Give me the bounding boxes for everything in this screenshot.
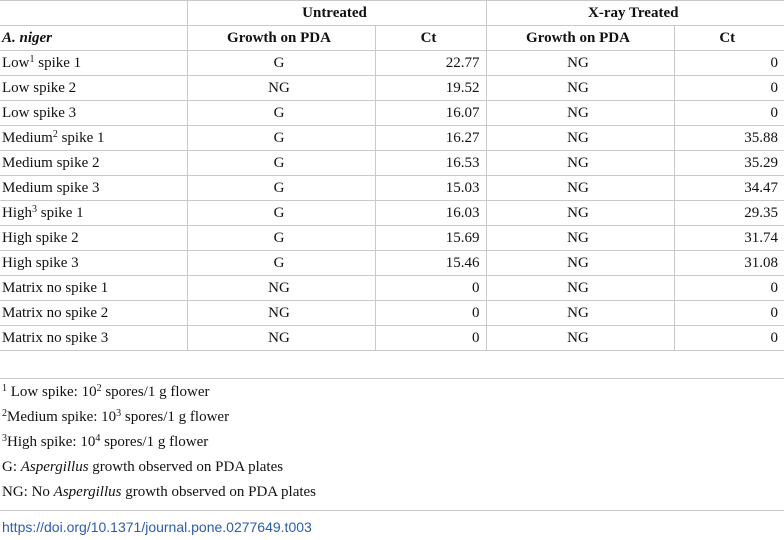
table-bottom-rule: [0, 378, 784, 379]
xray-growth-cell: NG: [485, 325, 674, 351]
footnote-medium-spike: 2Medium spike: 103 spores/1 g flower: [2, 408, 230, 426]
sample-label-cell: High spike 3: [0, 250, 187, 276]
xray-growth-cell: NG: [485, 175, 674, 201]
footnote-no-growth: NG: No Aspergillus growth observed on PD…: [2, 484, 317, 500]
footnotes: 1 Low spike: 102 spores/1 g flower 2Medi…: [2, 380, 316, 505]
xray-growth-cell: NG: [485, 200, 674, 226]
xray-growth-cell: NG: [485, 300, 674, 326]
footnote-growth: G: Aspergillus growth observed on PDA pl…: [2, 459, 284, 475]
xray-growth-cell: NG: [485, 225, 674, 251]
xray-growth-cell: NG: [485, 100, 674, 126]
sample-label-cell: Matrix no spike 3: [0, 325, 187, 351]
xray-ct-cell: 35.88: [673, 125, 784, 151]
sample-label-cell: Medium spike 2: [0, 150, 187, 176]
xray-ct-cell: 0: [673, 300, 784, 326]
footnote-high-spike: 3High spike: 104 spores/1 g flower: [2, 433, 209, 451]
results-table: Untreated X-ray Treated A. niger Growth …: [0, 0, 784, 351]
untreated-growth-cell: G: [186, 125, 375, 151]
sample-label-cell: Low1 spike 1: [0, 50, 187, 76]
untreated-growth-cell: G: [186, 50, 375, 76]
xray-growth-cell: NG: [485, 275, 674, 301]
corner-cell: [0, 0, 187, 26]
footnote-low-spike: 1 Low spike: 102 spores/1 g flower: [2, 383, 210, 401]
untreated-ct-cell: 15.69: [374, 225, 486, 251]
xray-ct-cell: 35.29: [673, 150, 784, 176]
xray-ct-cell: 0: [673, 275, 784, 301]
sample-label-cell: Medium spike 3: [0, 175, 187, 201]
xray-growth-cell: NG: [485, 150, 674, 176]
untreated-growth-cell: NG: [186, 75, 375, 101]
xray-ct-cell: 0: [673, 325, 784, 351]
xray-growth-cell: NG: [485, 125, 674, 151]
table-row: Medium spike 3 G 15.03 NG 34.47: [0, 175, 784, 201]
col-header-untreated-ct: Ct: [374, 25, 486, 51]
group-header-row: Untreated X-ray Treated: [0, 0, 784, 26]
untreated-ct-cell: 19.52: [374, 75, 486, 101]
untreated-growth-cell: G: [186, 250, 375, 276]
table-row: Matrix no spike 2 NG 0 NG 0: [0, 300, 784, 326]
sample-label-cell: Medium2 spike 1: [0, 125, 187, 151]
untreated-growth-cell: NG: [186, 275, 375, 301]
untreated-ct-cell: 16.53: [374, 150, 486, 176]
xray-ct-cell: 29.35: [673, 200, 784, 226]
untreated-ct-cell: 0: [374, 275, 486, 301]
untreated-growth-cell: G: [186, 225, 375, 251]
table-row: Low1 spike 1 G 22.77 NG 0: [0, 50, 784, 76]
untreated-ct-cell: 16.27: [374, 125, 486, 151]
table-row: Medium spike 2 G 16.53 NG 35.29: [0, 150, 784, 176]
xray-growth-cell: NG: [485, 50, 674, 76]
untreated-ct-cell: 16.03: [374, 200, 486, 226]
xray-ct-cell: 31.74: [673, 225, 784, 251]
table-row: Medium2 spike 1 G 16.27 NG 35.88: [0, 125, 784, 151]
sample-label-cell: Low spike 2: [0, 75, 187, 101]
table-row: Low spike 3 G 16.07 NG 0: [0, 100, 784, 126]
group-header-xray-treated: X-ray Treated: [485, 0, 784, 26]
footer-rule: [0, 510, 784, 511]
untreated-ct-cell: 22.77: [374, 50, 486, 76]
col-header-untreated-growth: Growth on PDA: [186, 25, 375, 51]
table-row: Matrix no spike 1 NG 0 NG 0: [0, 275, 784, 301]
table-row: Low spike 2 NG 19.52 NG 0: [0, 75, 784, 101]
untreated-ct-cell: 16.07: [374, 100, 486, 126]
untreated-growth-cell: G: [186, 175, 375, 201]
untreated-growth-cell: G: [186, 100, 375, 126]
untreated-growth-cell: G: [186, 200, 375, 226]
group-header-untreated: Untreated: [186, 0, 486, 26]
untreated-ct-cell: 0: [374, 300, 486, 326]
xray-ct-cell: 0: [673, 75, 784, 101]
table-row: High spike 2 G 15.69 NG 31.74: [0, 225, 784, 251]
sample-label-cell: Matrix no spike 2: [0, 300, 187, 326]
xray-ct-cell: 0: [673, 100, 784, 126]
xray-ct-cell: 0: [673, 50, 784, 76]
table-row: High3 spike 1 G 16.03 NG 29.35: [0, 200, 784, 226]
col-header-xray-ct: Ct: [673, 25, 784, 51]
sample-label-cell: High3 spike 1: [0, 200, 187, 226]
table-row: Matrix no spike 3 NG 0 NG 0: [0, 325, 784, 351]
xray-growth-cell: NG: [485, 250, 674, 276]
untreated-ct-cell: 15.46: [374, 250, 486, 276]
sample-label-cell: Low spike 3: [0, 100, 187, 126]
xray-ct-cell: 34.47: [673, 175, 784, 201]
untreated-growth-cell: G: [186, 150, 375, 176]
untreated-growth-cell: NG: [186, 300, 375, 326]
col-header-xray-growth: Growth on PDA: [485, 25, 674, 51]
xray-growth-cell: NG: [485, 75, 674, 101]
table-row: High spike 3 G 15.46 NG 31.08: [0, 250, 784, 276]
column-header-row: A. niger Growth on PDA Ct Growth on PDA …: [0, 25, 784, 51]
sample-label-cell: High spike 2: [0, 225, 187, 251]
untreated-ct-cell: 0: [374, 325, 486, 351]
xray-ct-cell: 31.08: [673, 250, 784, 276]
row-header-organism: A. niger: [0, 25, 187, 51]
doi-link[interactable]: https://doi.org/10.1371/journal.pone.027…: [2, 519, 312, 535]
untreated-ct-cell: 15.03: [374, 175, 486, 201]
untreated-growth-cell: NG: [186, 325, 375, 351]
sample-label-cell: Matrix no spike 1: [0, 275, 187, 301]
